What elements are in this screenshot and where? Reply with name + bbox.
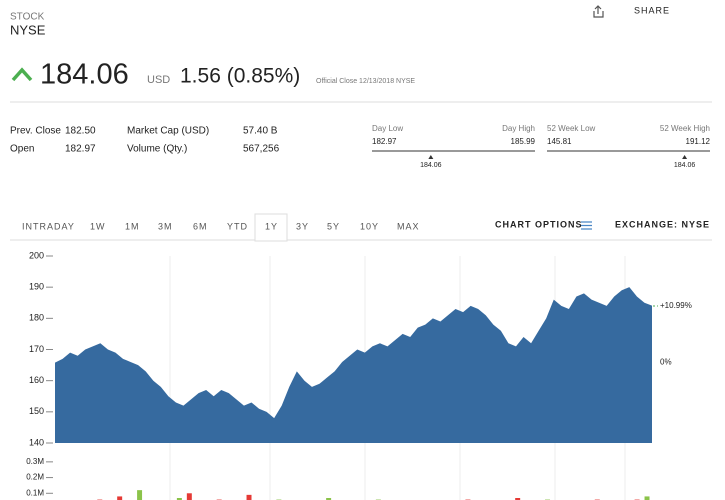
exchange-label: EXCHANGE: NYSE <box>615 219 710 229</box>
volume-bar <box>644 496 650 500</box>
share-icon <box>593 5 604 18</box>
volume-tick-label: 0.1M <box>26 488 44 497</box>
volume-bar <box>117 496 123 500</box>
stat-value: 567,256 <box>243 144 280 155</box>
y-tick-label: 150 <box>29 406 44 416</box>
price: 184.06 <box>40 59 129 91</box>
currency: USD <box>147 74 170 86</box>
range-low-label: 52 Week Low <box>547 124 596 133</box>
y-tick-label: 160 <box>29 375 44 385</box>
volume-bar <box>326 498 332 500</box>
tab[interactable]: 1Y <box>265 221 278 231</box>
stat-value: 57.40 B <box>243 126 278 137</box>
y-tick-label: 190 <box>29 282 44 292</box>
volume-bar <box>137 490 143 500</box>
volume-bar <box>176 498 182 500</box>
volume-bar <box>515 498 521 500</box>
volume-bar <box>246 494 252 500</box>
range-high: 185.99 <box>511 137 536 146</box>
tab[interactable]: 1W <box>90 221 106 231</box>
stat-label: Prev. Close <box>10 126 61 137</box>
range-low: 182.97 <box>372 137 397 146</box>
stat-value: 182.50 <box>65 126 96 137</box>
close-note: Official Close 12/13/2018 NYSE <box>316 78 415 85</box>
tab[interactable]: 10Y <box>360 221 379 231</box>
change: 1.56 (0.85%) <box>180 65 300 88</box>
range-high-label: Day High <box>502 124 535 133</box>
y-tick-label: 140 <box>29 437 44 447</box>
stat-label: Volume (Qty.) <box>127 144 187 155</box>
tab[interactable]: INTRADAY <box>22 221 75 231</box>
stat-label: Market Cap (USD) <box>127 126 209 137</box>
tab[interactable]: 3M <box>158 221 173 231</box>
range-marker <box>682 155 688 159</box>
share-button[interactable]: SHARE <box>593 5 670 18</box>
range-high: 191.12 <box>686 137 711 146</box>
range-low-label: Day Low <box>372 124 403 133</box>
chart-options[interactable]: CHART OPTIONS <box>495 219 583 229</box>
range-marker <box>428 155 434 159</box>
tab[interactable]: MAX <box>397 221 420 231</box>
y-tick-label: 200 <box>29 250 44 260</box>
volume-bar <box>186 493 192 500</box>
stock-label: STOCK <box>10 12 45 23</box>
volume-tick-label: 0.3M <box>26 457 44 466</box>
tab[interactable]: 6M <box>193 221 208 231</box>
range-low: 145.81 <box>547 137 572 146</box>
stat-label: Open <box>10 144 34 155</box>
range-high-label: 52 Week High <box>660 124 710 133</box>
y-tick-label: 180 <box>29 313 44 323</box>
price-area <box>55 287 652 443</box>
tab[interactable]: YTD <box>227 221 248 231</box>
volume-tick-label: 0.2M <box>26 473 44 482</box>
annotation: +10.99% <box>660 301 692 310</box>
annotation: 0% <box>660 358 672 367</box>
up-arrow <box>11 67 33 82</box>
tab[interactable]: 5Y <box>327 221 340 231</box>
tab[interactable]: 1M <box>125 221 140 231</box>
stat-value: 182.97 <box>65 144 96 155</box>
range-current: 184.06 <box>420 162 442 169</box>
range-current: 184.06 <box>674 162 696 169</box>
active-tab <box>254 213 288 242</box>
menu-icon[interactable] <box>581 221 592 230</box>
y-tick-label: 170 <box>29 344 44 354</box>
share-label[interactable]: SHARE <box>634 5 670 15</box>
exchange: NYSE <box>10 22 46 37</box>
tab[interactable]: 3Y <box>296 221 309 231</box>
